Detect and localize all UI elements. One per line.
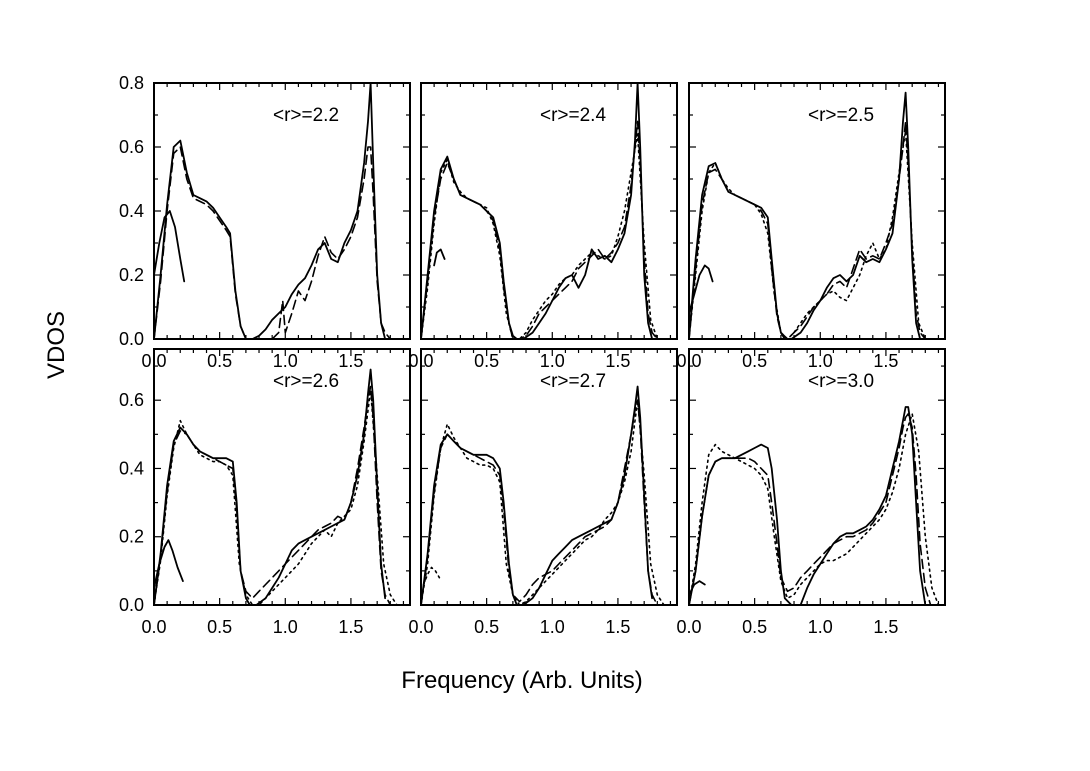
panel-annotation: <r>=3.0 [808,371,874,392]
series-line-dotted [154,389,398,605]
series-line-solid [433,248,446,267]
panel-annotation: <r>=2.7 [540,371,606,392]
series-line-dashed [154,385,392,605]
x-tick-label: 0.5 [742,351,767,371]
y-tick-label: 0.2 [119,265,144,285]
panel-6: 0.0 0.5 1.0 1.5<r>=3.0 [676,348,946,637]
x-tick-label: 1.0 [808,351,833,371]
series-line-solid [154,539,184,589]
y-axis-label: VDOS [43,311,70,379]
y-tick-label: 0.8 [119,73,144,93]
series-line-dotted [422,566,441,586]
series-group [689,91,927,339]
series-group [421,385,665,605]
y-tick-label: 0.6 [119,390,144,410]
x-tick-label: 1.0 [808,617,833,637]
x-tick-label: 1.5 [338,617,363,637]
x-tick-label: 0.5 [742,617,767,637]
panel-5: 0.0 0.5 1.0 1.5<r>=2.7 [408,348,678,637]
series-group [689,406,940,605]
x-axis-label: Frequency (Arb. Units) [401,667,642,694]
y-tick-label: 0.2 [119,527,144,547]
x-tick-label: 0.5 [207,351,232,371]
x-tick-label: 1.0 [273,617,298,637]
x-tick-label: 1.5 [605,617,630,637]
series-line-dotted [689,413,940,605]
series-line-solid [689,580,706,596]
x-tick-label: 0.5 [474,617,499,637]
x-tick-label: 1.0 [273,351,298,371]
series-line-solid [154,210,186,283]
x-tick-label: 0.0 [408,617,433,637]
x-tick-label: 1.5 [873,617,898,637]
x-tick-label: 1.0 [540,351,565,371]
panel-annotation: <r>=2.2 [273,105,339,126]
y-tick-label: 0.4 [119,458,144,478]
panel-annotation: <r>=2.5 [808,105,874,126]
series-line-dashed [689,413,932,605]
y-tick-label: 0.0 [119,329,144,349]
series-line-solid [689,264,714,315]
panel-grid: 0.0 0.5 1.0 1.5 0.0 0.2 0.4 0.6 0.8 <r>=2.2 0.0 0.5… [119,73,946,637]
x-tick-label: 1.5 [605,351,630,371]
series-line-solid [154,83,387,339]
series-line-dotted [421,399,665,605]
y-tick-label: 0.4 [119,201,144,221]
series-line-dotted [421,133,659,339]
x-tick-label: 1.5 [338,351,363,371]
y-tick-label: 0.6 [119,137,144,157]
y-tick-label: 0.0 [119,595,144,615]
panel-annotation: <r>=2.4 [540,105,606,126]
panel-frame [153,348,411,606]
x-tick-label: 0.5 [474,351,499,371]
x-tick-label: 0.5 [207,617,232,637]
panel-3: 0.0 0.5 1.0 1.5<r>=2.5 [676,82,946,371]
x-tick-label: 1.5 [873,351,898,371]
x-tick-label: 1.0 [540,617,565,637]
series-line-dashed [421,399,659,605]
series-group [154,368,398,605]
panel-1: 0.0 0.5 1.0 1.50.00.20.40.60.8<r>=2.2 [119,73,411,371]
series-line-solid [689,406,927,605]
panel-frame [688,348,946,606]
panel-4: 0.0 0.5 1.0 1.5 0.0 0.2 0.4 0.6 <r>=2.6 [119,348,411,637]
panel-frame [420,348,678,606]
panel-annotation: <r>=2.6 [273,371,339,392]
series-group [154,83,392,339]
series-group [421,83,659,339]
x-tick-label: 0.0 [676,617,701,637]
x-tick-label: 0.0 [141,617,166,637]
series-line-dashed [154,146,392,339]
